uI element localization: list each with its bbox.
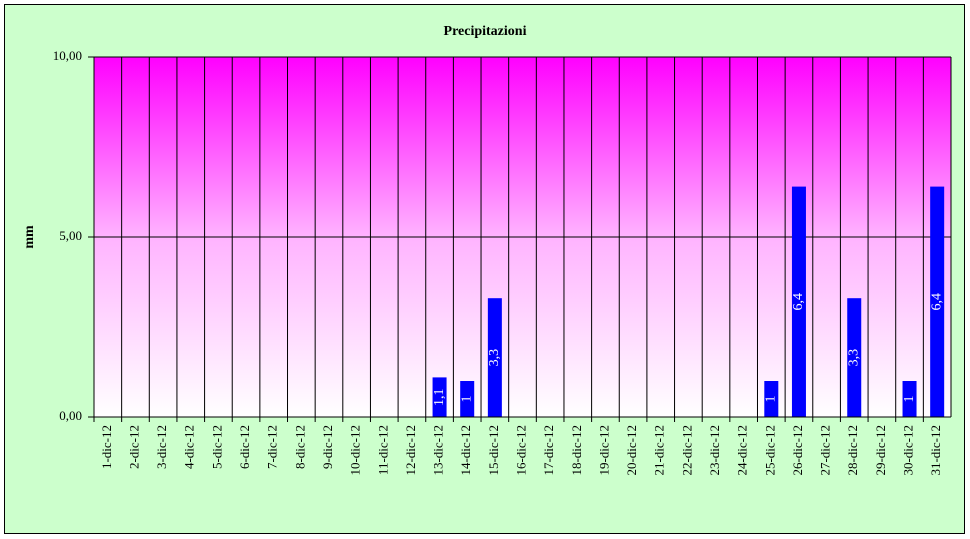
x-tick-label: 1-dic-12 — [99, 425, 114, 469]
x-tick-label: 31-dic-12 — [928, 425, 943, 476]
bar — [460, 381, 475, 417]
x-tick-label: 14-dic-12 — [458, 425, 473, 476]
x-tick-label: 29-dic-12 — [873, 425, 888, 476]
x-tick-label: 12-dic-12 — [403, 425, 418, 476]
value-label: 3,3 — [846, 349, 861, 367]
x-tick-label: 23-dic-12 — [707, 425, 722, 476]
x-tick-label: 13-dic-12 — [431, 425, 446, 476]
bar — [432, 377, 447, 417]
x-tick-label: 4-dic-12 — [182, 425, 197, 469]
x-tick-label: 20-dic-12 — [624, 425, 639, 476]
y-tick-label: 0,00 — [59, 408, 82, 423]
x-tick-label: 30-dic-12 — [901, 425, 916, 476]
x-tick-label: 16-dic-12 — [513, 425, 528, 476]
x-tick-label: 17-dic-12 — [541, 425, 556, 476]
x-tick-label: 5-dic-12 — [209, 425, 224, 469]
value-label: 1 — [459, 396, 474, 403]
x-tick-label: 24-dic-12 — [735, 425, 750, 476]
value-label: 1 — [764, 396, 779, 403]
x-tick-label: 10-dic-12 — [348, 425, 363, 476]
bar — [902, 381, 917, 417]
x-tick-label: 22-dic-12 — [679, 425, 694, 476]
bar — [847, 298, 862, 417]
bar — [764, 381, 779, 417]
x-tick-label: 2-dic-12 — [126, 425, 141, 469]
value-label: 3,3 — [487, 349, 502, 367]
x-tick-label: 28-dic-12 — [845, 425, 860, 476]
value-label: 1 — [902, 396, 917, 403]
value-label: 6,4 — [929, 293, 944, 311]
value-label: 6,4 — [791, 293, 806, 311]
bar — [930, 186, 945, 417]
x-tick-label: 27-dic-12 — [818, 425, 833, 476]
x-tick-label: 26-dic-12 — [790, 425, 805, 476]
y-tick-label: 10,00 — [53, 48, 82, 63]
x-tick-label: 3-dic-12 — [154, 425, 169, 469]
bar — [487, 298, 502, 417]
x-tick-label: 8-dic-12 — [292, 425, 307, 469]
value-label: 1,1 — [432, 388, 447, 406]
x-tick-label: 6-dic-12 — [237, 425, 252, 469]
x-tick-label: 9-dic-12 — [320, 425, 335, 469]
x-tick-label: 18-dic-12 — [569, 425, 584, 476]
y-axis-label: mm — [22, 225, 37, 249]
x-tick-label: 7-dic-12 — [265, 425, 280, 469]
x-tick-label: 25-dic-12 — [762, 425, 777, 476]
bar — [791, 186, 806, 417]
chart-title: Precipitazioni — [444, 24, 527, 39]
x-tick-label: 19-dic-12 — [596, 425, 611, 476]
x-tick-label: 21-dic-12 — [652, 425, 667, 476]
x-tick-label: 11-dic-12 — [375, 425, 390, 475]
y-tick-label: 5,00 — [59, 228, 82, 243]
x-tick-label: 15-dic-12 — [486, 425, 501, 476]
